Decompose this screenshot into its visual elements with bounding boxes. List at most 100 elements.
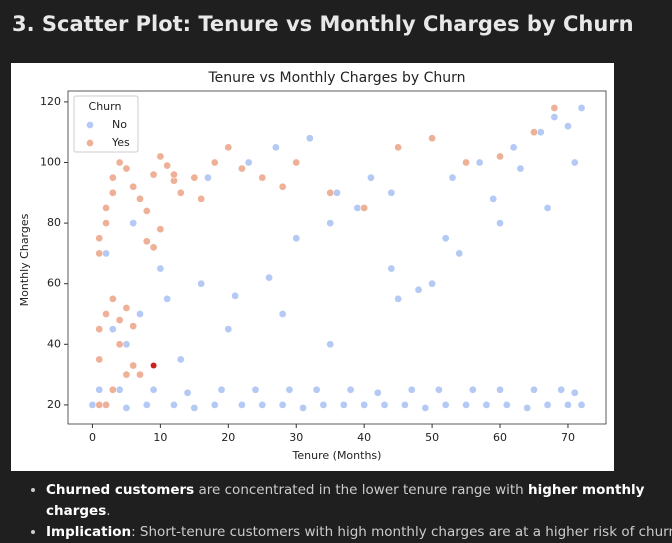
scatter-point	[265, 273, 273, 282]
scatter-point	[394, 295, 402, 303]
scatter-point	[550, 104, 559, 112]
scatter-point	[156, 225, 165, 234]
scatter-point	[570, 158, 579, 167]
scatter-point	[577, 401, 586, 409]
scatter-point	[95, 249, 104, 258]
y-axis-label: Monthly Charges	[18, 213, 31, 306]
scatter-point	[557, 385, 566, 394]
chart: Tenure vs Monthly Charges by Churn Tenur…	[11, 63, 614, 471]
scatter-point	[577, 104, 586, 112]
scatter-point	[142, 401, 151, 409]
scatter-point	[224, 143, 233, 152]
y-tick-label: 120	[40, 95, 61, 108]
scatter-point	[115, 340, 124, 349]
scatter-point	[441, 401, 450, 409]
scatter-point	[115, 316, 124, 324]
x-tick-label: 10	[153, 431, 167, 444]
scatter-point	[292, 158, 301, 167]
scatter-point	[108, 385, 117, 394]
scatter-point	[95, 234, 104, 243]
scatter-point	[183, 388, 192, 397]
scatter-point	[95, 385, 104, 394]
scatter-point	[156, 264, 165, 273]
scatter-point	[210, 401, 219, 409]
scatter-point	[122, 340, 131, 349]
scatter-point	[530, 128, 538, 137]
scatter-point	[407, 385, 416, 394]
scatter-point	[238, 401, 246, 409]
scatter-point	[373, 388, 382, 397]
scatter-point	[156, 152, 165, 161]
note: Implication: Short-tenure customers with…	[46, 522, 672, 543]
scatter-point	[129, 219, 138, 227]
y-tick-label: 40	[47, 337, 61, 350]
scatter-point	[428, 279, 436, 288]
scatter-point	[88, 401, 97, 409]
note-text: .	[106, 503, 111, 519]
scatter-point	[197, 195, 205, 203]
scatter-point	[380, 401, 389, 409]
note: Churned customers are concentrated in th…	[46, 480, 672, 522]
scatter-point	[115, 385, 124, 394]
scatter-point	[95, 325, 104, 334]
scatter-point	[122, 164, 131, 173]
scatter-point	[170, 170, 178, 179]
chart-title: Tenure vs Monthly Charges by Churn	[207, 70, 465, 86]
y-tick-label: 80	[47, 216, 61, 229]
scatter-point	[142, 237, 151, 246]
scatter-point	[496, 219, 504, 227]
x-tick-label: 40	[357, 431, 371, 444]
scatter-point	[95, 355, 104, 364]
scatter-point	[305, 134, 314, 143]
scatter-point	[299, 404, 307, 412]
scatter-point	[387, 264, 396, 273]
scatter-point	[244, 158, 253, 167]
scatter-point	[523, 404, 532, 412]
scatter-point	[149, 243, 158, 252]
scatter-point	[475, 158, 484, 167]
y-tick-label: 100	[40, 156, 61, 169]
scatter-point	[367, 173, 375, 182]
scatter-point	[115, 158, 124, 167]
notes: Churned customers are concentrated in th…	[16, 480, 672, 543]
legend-label: No	[112, 118, 127, 131]
legend-marker	[86, 121, 94, 129]
scatter-point	[95, 401, 104, 409]
section-heading: 3. Scatter Plot: Tenure vs Monthly Charg…	[12, 12, 634, 36]
scatter-point	[122, 404, 131, 412]
scatter-point	[176, 188, 185, 197]
scatter-point	[197, 279, 205, 288]
scatter-point	[238, 164, 246, 173]
scatter-point	[108, 188, 117, 197]
scatter-point	[360, 204, 369, 212]
scatter-point	[462, 158, 470, 167]
x-tick-label: 60	[493, 431, 507, 444]
scatter-point	[564, 122, 572, 130]
scatter-point	[102, 204, 110, 212]
x-tick-label: 30	[289, 431, 303, 444]
legend-title: Churn	[89, 100, 122, 113]
scatter-point	[421, 404, 430, 412]
scatter-point	[224, 325, 233, 334]
scatter-point	[428, 134, 436, 143]
scatter-point	[251, 385, 260, 394]
scatter-point	[285, 385, 294, 394]
scatter-point	[102, 249, 110, 258]
scatter-point	[543, 401, 552, 409]
scatter-point	[489, 195, 498, 203]
note-emphasis: higher monthly charges	[46, 482, 645, 519]
scatter-point	[122, 304, 131, 312]
scatter-point	[319, 401, 328, 409]
legend-label: Yes	[111, 136, 130, 149]
scatter-point	[435, 385, 443, 394]
scatter-point	[122, 370, 131, 379]
scatter-point	[469, 385, 477, 394]
legend-box	[73, 95, 139, 153]
x-tick-label: 50	[425, 431, 439, 444]
scatter-point	[136, 195, 144, 203]
scatter-point	[149, 170, 158, 179]
scatter-point	[462, 401, 470, 409]
scatter-point	[339, 401, 348, 409]
scatter-point	[564, 401, 572, 409]
